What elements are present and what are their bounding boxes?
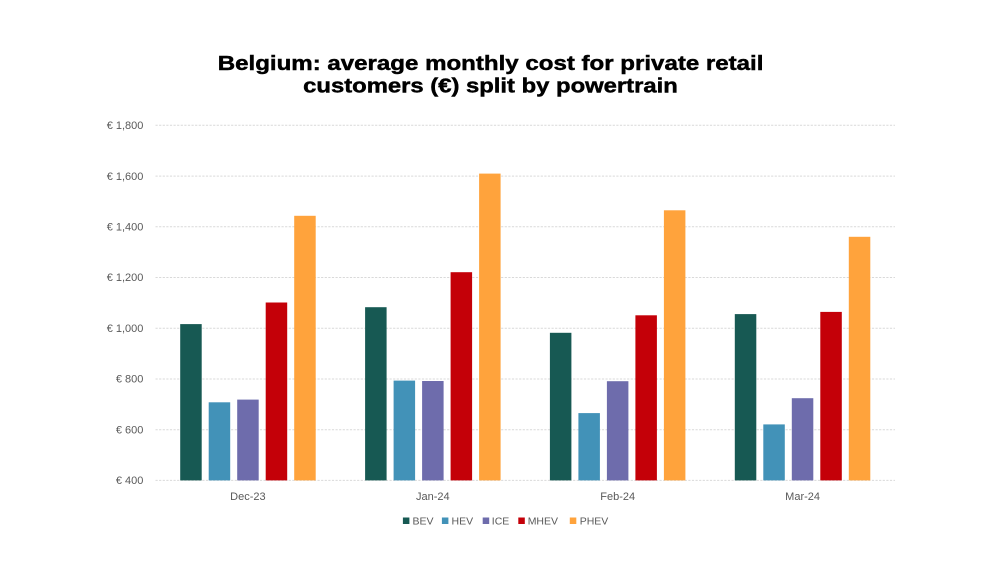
svg-text:€ 1,800: € 1,800 <box>107 120 144 132</box>
svg-text:€ 1,400: € 1,400 <box>107 222 144 234</box>
svg-text:PHEV: PHEV <box>580 515 609 527</box>
svg-text:customers (€) split by powertr: customers (€) split by powertrain <box>303 76 678 98</box>
svg-text:Belgium: average monthly cost: Belgium: average monthly cost for privat… <box>218 53 764 75</box>
svg-text:€ 600: € 600 <box>116 424 144 436</box>
svg-text:€ 400: € 400 <box>116 475 144 487</box>
svg-text:MHEV: MHEV <box>528 515 558 527</box>
svg-text:Mar-24: Mar-24 <box>785 491 820 503</box>
svg-text:BEV: BEV <box>413 515 434 527</box>
svg-text:€ 1,600: € 1,600 <box>107 171 144 183</box>
svg-text:HEV: HEV <box>452 515 474 527</box>
svg-text:€ 1,000: € 1,000 <box>107 323 144 335</box>
svg-text:Dec-23: Dec-23 <box>230 491 265 503</box>
svg-text:€ 800: € 800 <box>116 374 144 386</box>
svg-text:ICE: ICE <box>492 515 510 527</box>
svg-text:Feb-24: Feb-24 <box>600 491 635 503</box>
svg-text:Jan-24: Jan-24 <box>416 491 450 503</box>
svg-text:€ 1,200: € 1,200 <box>107 272 144 284</box>
